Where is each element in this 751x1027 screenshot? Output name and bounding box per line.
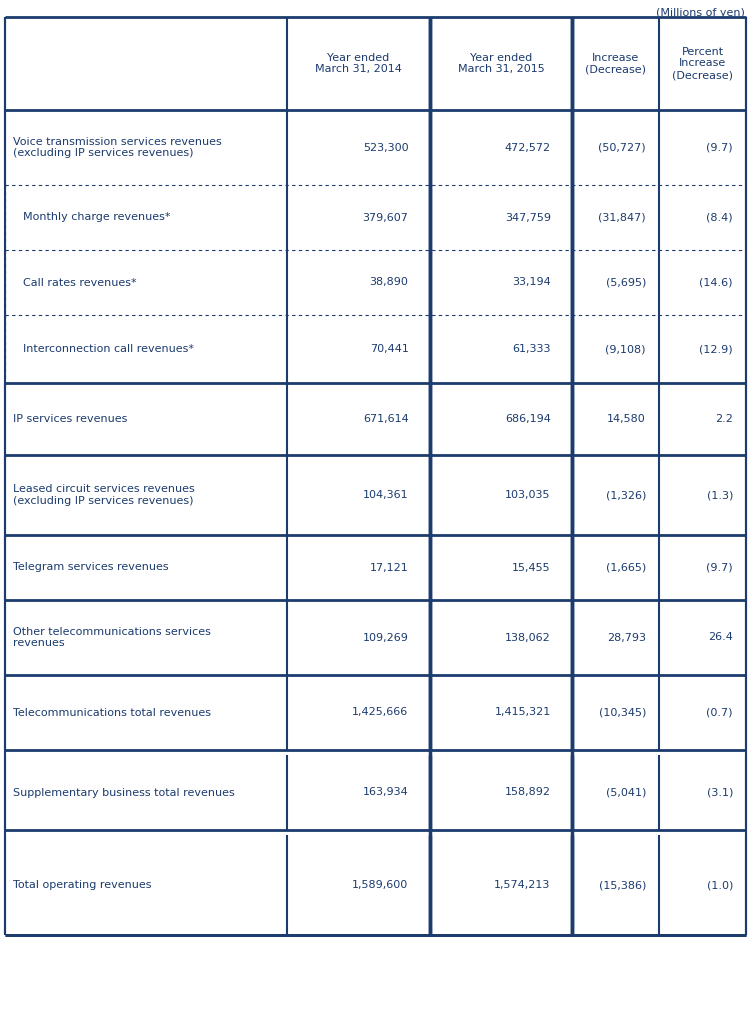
Text: Telegram services revenues: Telegram services revenues xyxy=(13,563,169,572)
Text: (5,041): (5,041) xyxy=(605,788,646,798)
Text: 33,194: 33,194 xyxy=(512,277,550,288)
Text: 61,333: 61,333 xyxy=(512,344,550,354)
Text: (14.6): (14.6) xyxy=(699,277,733,288)
Text: Year ended
March 31, 2014: Year ended March 31, 2014 xyxy=(315,52,402,74)
Text: (12.9): (12.9) xyxy=(699,344,733,354)
Text: (9,108): (9,108) xyxy=(605,344,646,354)
Text: Year ended
March 31, 2015: Year ended March 31, 2015 xyxy=(457,52,544,74)
Text: 1,415,321: 1,415,321 xyxy=(494,708,550,718)
Text: (0.7): (0.7) xyxy=(707,708,733,718)
Text: Leased circuit services revenues
(excluding IP services revenues): Leased circuit services revenues (exclud… xyxy=(13,484,195,506)
Text: (1,665): (1,665) xyxy=(606,563,646,572)
Text: 109,269: 109,269 xyxy=(363,633,409,643)
Text: 1,574,213: 1,574,213 xyxy=(494,880,550,890)
Text: 472,572: 472,572 xyxy=(505,143,550,152)
Text: Increase
(Decrease): Increase (Decrease) xyxy=(585,52,646,74)
Text: Other telecommunications services
revenues: Other telecommunications services revenu… xyxy=(13,626,211,648)
Text: (50,727): (50,727) xyxy=(599,143,646,152)
Text: 686,194: 686,194 xyxy=(505,414,550,424)
Text: Supplementary business total revenues: Supplementary business total revenues xyxy=(13,788,235,798)
Text: (Millions of yen): (Millions of yen) xyxy=(656,8,745,18)
Text: 671,614: 671,614 xyxy=(363,414,409,424)
Text: 17,121: 17,121 xyxy=(369,563,409,572)
Text: (9.7): (9.7) xyxy=(707,563,733,572)
Text: 163,934: 163,934 xyxy=(363,788,409,798)
Text: (10,345): (10,345) xyxy=(599,708,646,718)
Text: 379,607: 379,607 xyxy=(363,213,409,223)
Text: (1.0): (1.0) xyxy=(707,880,733,890)
Text: 103,035: 103,035 xyxy=(505,490,550,500)
Text: Call rates revenues*: Call rates revenues* xyxy=(23,277,137,288)
Text: (8.4): (8.4) xyxy=(707,213,733,223)
Text: Voice transmission services revenues
(excluding IP services revenues): Voice transmission services revenues (ex… xyxy=(13,137,222,158)
Text: 104,361: 104,361 xyxy=(363,490,409,500)
Text: (9.7): (9.7) xyxy=(707,143,733,152)
Text: 38,890: 38,890 xyxy=(369,277,409,288)
Text: (5,695): (5,695) xyxy=(605,277,646,288)
Text: 14,580: 14,580 xyxy=(608,414,646,424)
Text: (1,326): (1,326) xyxy=(605,490,646,500)
Text: 2.2: 2.2 xyxy=(715,414,733,424)
Text: IP services revenues: IP services revenues xyxy=(13,414,128,424)
Text: (31,847): (31,847) xyxy=(599,213,646,223)
Text: (15,386): (15,386) xyxy=(599,880,646,890)
Text: 28,793: 28,793 xyxy=(607,633,646,643)
Text: 15,455: 15,455 xyxy=(512,563,550,572)
Text: Percent
Increase
(Decrease): Percent Increase (Decrease) xyxy=(672,47,733,80)
Text: 523,300: 523,300 xyxy=(363,143,409,152)
Text: 347,759: 347,759 xyxy=(505,213,550,223)
Text: 26.4: 26.4 xyxy=(708,633,733,643)
Text: 1,589,600: 1,589,600 xyxy=(352,880,409,890)
Text: Total operating revenues: Total operating revenues xyxy=(13,880,152,890)
Text: Interconnection call revenues*: Interconnection call revenues* xyxy=(23,344,194,354)
Text: 158,892: 158,892 xyxy=(505,788,550,798)
Text: Monthly charge revenues*: Monthly charge revenues* xyxy=(23,213,170,223)
Text: (3.1): (3.1) xyxy=(707,788,733,798)
Text: Telecommunications total revenues: Telecommunications total revenues xyxy=(13,708,211,718)
Text: 1,425,666: 1,425,666 xyxy=(352,708,409,718)
Text: (1.3): (1.3) xyxy=(707,490,733,500)
Text: 70,441: 70,441 xyxy=(369,344,409,354)
Text: 138,062: 138,062 xyxy=(505,633,550,643)
